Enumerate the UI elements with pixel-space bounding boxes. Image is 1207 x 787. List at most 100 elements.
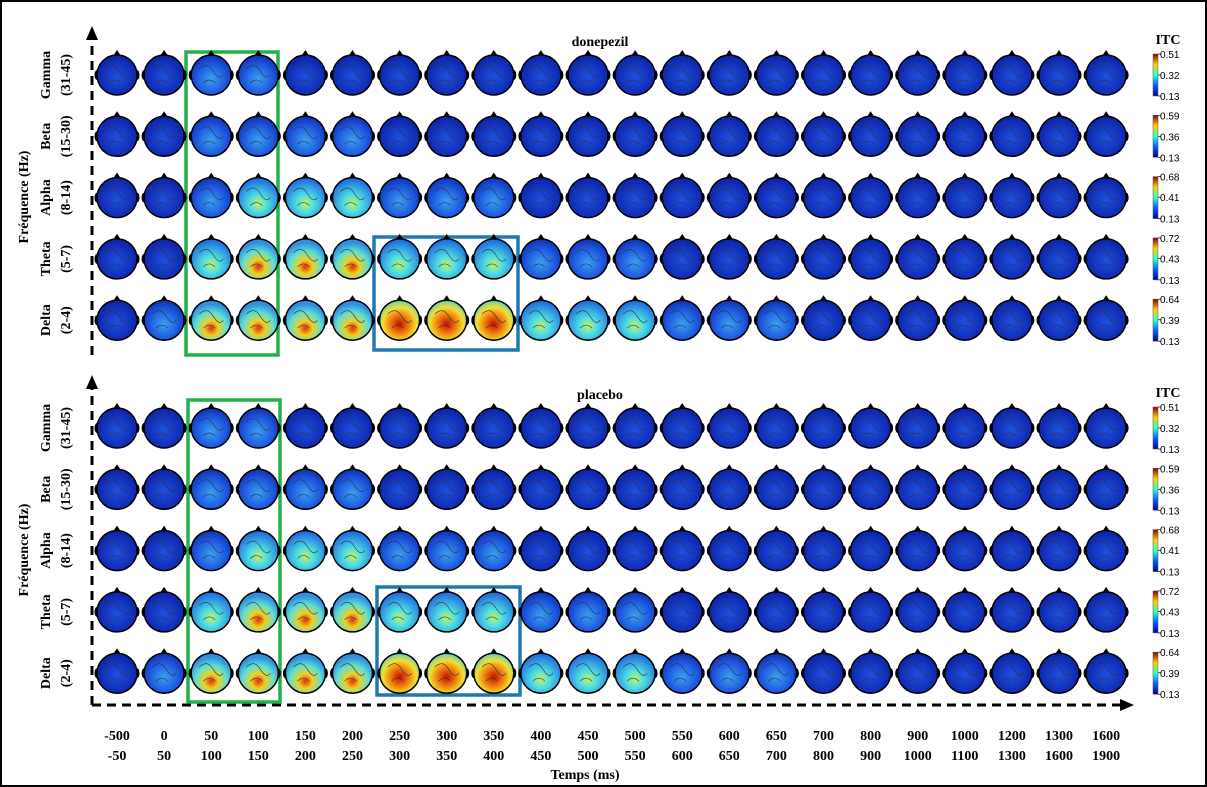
topoplot [801,172,846,219]
contour [764,65,789,84]
head [1085,115,1127,158]
topoplot [942,111,988,158]
head [802,54,845,96]
colorbar-tick-label: 0.36 [1160,132,1180,143]
topoplot [1083,295,1129,341]
topoplot [659,50,705,96]
topoplot [612,464,658,511]
colorbar-tick-label: 0.13 [1160,629,1180,640]
head [331,468,374,511]
topoplot [188,586,234,633]
head [567,115,609,158]
topoplot [801,403,846,449]
head [96,591,138,633]
contour [575,418,601,437]
head [802,115,845,158]
head [143,591,185,633]
topoplot [141,295,187,341]
topoplot [94,50,140,96]
topoplot [753,50,799,96]
topoplot [141,464,187,511]
head [378,176,421,219]
topoplot [424,50,470,96]
head [190,407,232,449]
head [802,468,845,511]
x-tick-label: -500 [104,729,130,744]
contour [858,126,883,145]
contour [151,249,177,268]
contour [293,540,318,559]
topoplot [753,172,799,219]
head [425,591,468,633]
head [944,468,986,511]
contour [1046,187,1072,206]
topoplot [518,50,564,96]
x-tick-label: 1100 [951,749,978,764]
topoplot [518,403,564,449]
contour [764,187,789,206]
topoplot [612,50,658,96]
colorbar-tick-label: 0.13 [1160,445,1180,456]
head [708,468,751,511]
contour [151,65,177,84]
topoplot [801,525,846,572]
contour [198,479,224,498]
contour [952,418,978,437]
x-tick-label: 800 [813,749,834,764]
head [708,176,751,219]
head [237,529,280,572]
topoplot [706,295,752,341]
topoplot [330,586,375,633]
topoplot [706,172,752,219]
head [331,176,374,219]
contour [151,126,177,145]
topoplot [659,648,705,694]
topoplot [612,111,658,158]
topoplot [471,295,517,341]
topoplot [94,233,140,280]
head [425,54,468,96]
head [991,299,1033,341]
topoplot [942,233,988,280]
head [520,54,562,96]
contour [952,540,978,559]
topoplot [377,464,423,511]
contour [104,663,130,682]
head [190,54,232,96]
topoplot [141,233,187,280]
topoplot [942,525,988,572]
head [378,115,421,158]
head [378,407,421,449]
topoplot [848,464,894,511]
x-tick-label: 1000 [951,729,979,744]
topoplot [377,586,423,633]
head [520,176,562,219]
topoplot [471,111,517,158]
topoplot [424,233,470,280]
colorbar-tick-label: 0.13 [1160,276,1180,287]
topoplot [1083,111,1129,158]
contour [198,602,224,621]
head [237,591,280,633]
contour [434,126,459,145]
band-range: (31-45) [59,54,74,96]
topoplot [942,648,988,694]
topoplot [612,403,658,449]
band-range: (5-7) [59,598,74,626]
head [331,54,374,96]
contour [575,663,601,682]
contour [764,310,789,329]
colorbar [1152,590,1159,634]
topoplot [518,464,564,511]
x-tick-label: 500 [625,729,646,744]
topoplot [424,403,470,449]
band-range: (5-7) [59,245,74,273]
x-tick-label: 650 [719,749,740,764]
x-tick-label: 1900 [1092,749,1120,764]
band-name: Gamma [39,404,54,452]
topoplot [801,111,846,158]
topoplot [565,586,611,633]
contour [246,418,271,437]
head [755,652,798,694]
head [237,176,280,219]
